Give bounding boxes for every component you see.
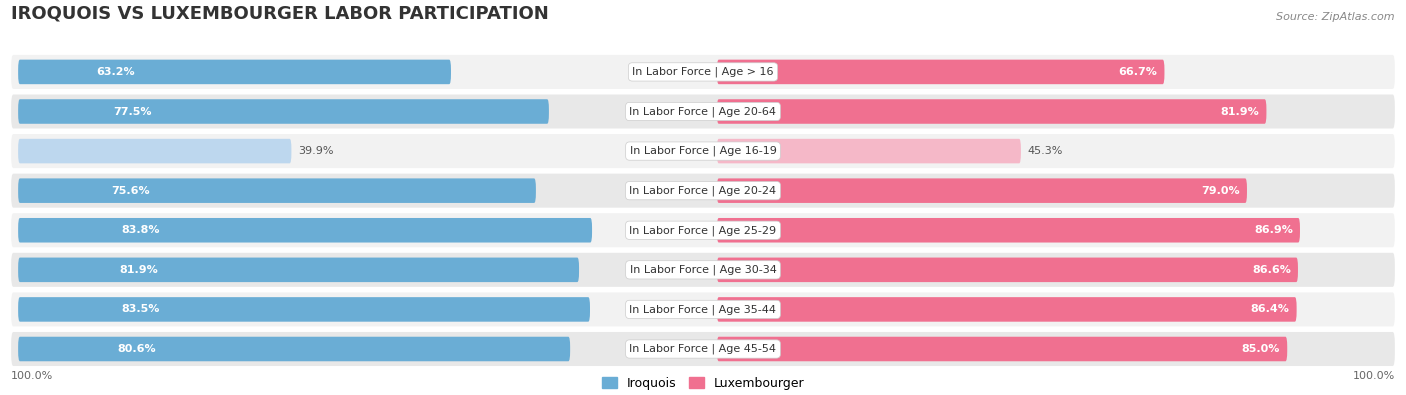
Text: 39.9%: 39.9% (298, 146, 333, 156)
FancyBboxPatch shape (717, 297, 1296, 322)
FancyBboxPatch shape (18, 60, 451, 84)
Text: 83.8%: 83.8% (121, 225, 160, 235)
Text: In Labor Force | Age 45-54: In Labor Force | Age 45-54 (630, 344, 776, 354)
Text: 75.6%: 75.6% (111, 186, 150, 196)
Text: In Labor Force | Age 30-34: In Labor Force | Age 30-34 (630, 265, 776, 275)
Text: 85.0%: 85.0% (1241, 344, 1281, 354)
Text: 63.2%: 63.2% (96, 67, 135, 77)
FancyBboxPatch shape (18, 258, 579, 282)
FancyBboxPatch shape (717, 139, 1021, 164)
Text: 66.7%: 66.7% (1119, 67, 1157, 77)
Text: 77.5%: 77.5% (114, 107, 152, 117)
Legend: Iroquois, Luxembourger: Iroquois, Luxembourger (596, 372, 810, 395)
FancyBboxPatch shape (18, 139, 291, 164)
FancyBboxPatch shape (11, 253, 1395, 287)
Text: 81.9%: 81.9% (120, 265, 157, 275)
Text: 86.9%: 86.9% (1254, 225, 1294, 235)
Text: 86.6%: 86.6% (1253, 265, 1291, 275)
FancyBboxPatch shape (18, 297, 591, 322)
FancyBboxPatch shape (717, 258, 1298, 282)
Text: In Labor Force | Age 16-19: In Labor Force | Age 16-19 (630, 146, 776, 156)
Text: In Labor Force | Age 25-29: In Labor Force | Age 25-29 (630, 225, 776, 235)
FancyBboxPatch shape (717, 179, 1247, 203)
FancyBboxPatch shape (11, 134, 1395, 168)
Text: In Labor Force | Age 20-24: In Labor Force | Age 20-24 (630, 185, 776, 196)
FancyBboxPatch shape (18, 179, 536, 203)
Text: 100.0%: 100.0% (1353, 371, 1395, 381)
FancyBboxPatch shape (18, 218, 592, 243)
Text: In Labor Force | Age 35-44: In Labor Force | Age 35-44 (630, 304, 776, 315)
Text: 45.3%: 45.3% (1028, 146, 1063, 156)
FancyBboxPatch shape (11, 292, 1395, 326)
FancyBboxPatch shape (11, 174, 1395, 208)
Text: In Labor Force | Age > 16: In Labor Force | Age > 16 (633, 67, 773, 77)
FancyBboxPatch shape (11, 94, 1395, 128)
FancyBboxPatch shape (717, 60, 1164, 84)
FancyBboxPatch shape (11, 213, 1395, 247)
FancyBboxPatch shape (717, 218, 1301, 243)
FancyBboxPatch shape (18, 99, 548, 124)
FancyBboxPatch shape (11, 55, 1395, 89)
Text: 79.0%: 79.0% (1201, 186, 1240, 196)
Text: Source: ZipAtlas.com: Source: ZipAtlas.com (1277, 12, 1395, 23)
Text: 80.6%: 80.6% (118, 344, 156, 354)
Text: 100.0%: 100.0% (11, 371, 53, 381)
FancyBboxPatch shape (18, 337, 571, 361)
Text: 83.5%: 83.5% (121, 305, 159, 314)
FancyBboxPatch shape (717, 337, 1288, 361)
Text: 81.9%: 81.9% (1220, 107, 1260, 117)
FancyBboxPatch shape (717, 99, 1267, 124)
FancyBboxPatch shape (11, 332, 1395, 366)
Text: In Labor Force | Age 20-64: In Labor Force | Age 20-64 (630, 106, 776, 117)
Text: IROQUOIS VS LUXEMBOURGER LABOR PARTICIPATION: IROQUOIS VS LUXEMBOURGER LABOR PARTICIPA… (11, 4, 548, 23)
Text: 86.4%: 86.4% (1251, 305, 1289, 314)
